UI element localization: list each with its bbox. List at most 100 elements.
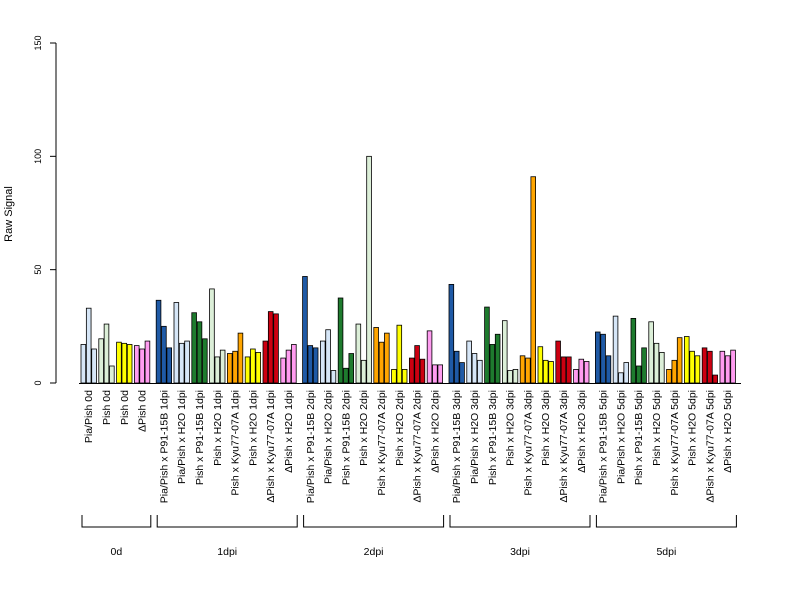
group-label: 1dpi: [217, 546, 237, 558]
bar: [573, 368, 579, 384]
x-tick-label: Pish x Kyu77-07A 2dpi: [376, 390, 388, 496]
x-tick-label: ΔPish x Kyu77-07A 1dpi: [265, 390, 277, 503]
bar: [237, 332, 244, 384]
bar: [432, 364, 438, 384]
group-label: 5dpi: [656, 546, 676, 558]
bar: [302, 276, 308, 384]
bar: [666, 368, 672, 384]
bar: [653, 342, 660, 384]
bar: [262, 340, 269, 384]
x-tick-label: Pish x P91-15B 5dpi: [633, 390, 645, 485]
bar: [605, 355, 612, 384]
bar: [307, 345, 314, 384]
x-tick-label: Pish x P91-15B 3dpi: [487, 390, 499, 485]
bar: [267, 311, 274, 384]
x-tick-label: Pia/Pish x H2O 1dpi: [176, 390, 188, 484]
x-tick-label: Pish x H2O 5dpi: [651, 390, 663, 466]
bar: [459, 362, 465, 384]
group-bracket: [595, 515, 737, 528]
bar: [144, 340, 151, 384]
x-tick-label: Pia/Pish 0d: [83, 390, 95, 443]
bar: [360, 359, 367, 384]
bar: [348, 353, 354, 384]
bar: [414, 345, 420, 384]
bar: [255, 351, 261, 384]
bar: [525, 357, 531, 384]
bar: [719, 350, 726, 384]
bar: [226, 353, 233, 384]
bar: [337, 297, 344, 384]
bar: [373, 327, 379, 384]
bar: [453, 350, 460, 384]
bar: [694, 355, 701, 384]
x-tick-label: ΔPish x H2O 1dpi: [283, 390, 295, 473]
bar: [537, 346, 544, 384]
bar: [689, 350, 695, 384]
group-brackets: 0d 1dpi 2dpi 3dpi 5dpi: [81, 515, 737, 558]
x-tick-label: Pish x H2O 2dpi: [394, 390, 406, 466]
bar: [343, 367, 349, 384]
bar: [408, 357, 415, 384]
bar: [91, 348, 97, 384]
bar: [542, 359, 549, 384]
x-tick-label: Pish x H2O 5dpi: [687, 390, 699, 466]
bar: [219, 349, 226, 384]
x-tick-labels: Pia/Pish 0d Pish 0d Pish 0d ΔPish 0d Pia/Pis…: [83, 390, 734, 503]
bar: [196, 321, 203, 384]
group-bracket: [156, 515, 298, 528]
bar: [471, 353, 478, 384]
x-tick-label: Pia/Pish x P91-15B 3dpi: [451, 390, 463, 503]
bar: [355, 323, 362, 384]
bar: [319, 340, 326, 384]
bar: [489, 344, 496, 384]
group-label: 3dpi: [510, 546, 530, 558]
bar: [641, 347, 647, 384]
y-tick-label: 150: [33, 35, 43, 50]
x-tick-label: Pish x H2O 3dpi: [505, 390, 517, 466]
bar: [583, 361, 590, 384]
y-tick-label: 100: [33, 149, 43, 164]
bar: [214, 356, 221, 384]
bar: [280, 357, 286, 384]
bar: [166, 347, 172, 384]
bar: [448, 283, 455, 384]
bar: [724, 355, 731, 384]
bar: [426, 330, 433, 384]
bar: [618, 372, 624, 384]
bar: [477, 359, 483, 384]
x-tick-label: ΔPish x H2O 5dpi: [722, 390, 734, 473]
bar: [312, 347, 319, 384]
bar: [648, 321, 654, 384]
y-tick-label: 0: [33, 380, 43, 385]
bar: [437, 364, 443, 384]
bar: [330, 370, 337, 384]
x-tick-label: Pish 0d: [119, 390, 131, 425]
bar: [133, 345, 140, 384]
bar: [191, 312, 197, 384]
bar: [98, 338, 104, 384]
bar: [623, 362, 630, 384]
x-tick-label: Pia/Pish x P91-15B 5dpi: [598, 390, 610, 503]
x-tick-label: ΔPish 0d: [137, 390, 149, 432]
y-axis-label: Raw Signal: [3, 186, 15, 242]
bar: [548, 361, 554, 384]
x-tick-label: Pish 0d: [101, 390, 113, 425]
bar: [250, 348, 256, 384]
x-tick-label: Pia/Pish x H2O 5dpi: [615, 390, 627, 484]
bar: [530, 176, 537, 384]
bar: [635, 365, 642, 384]
bar: [507, 370, 513, 384]
bar: [184, 340, 190, 384]
x-tick-label: Pish x P91-15B 1dpi: [194, 390, 206, 485]
x-tick-label: ΔPish x H2O 3dpi: [576, 390, 588, 473]
y-axis: 0 50 100 150: [33, 35, 57, 386]
x-tick-label: Pish x Kyu77-07A 3dpi: [522, 390, 534, 496]
bar: [671, 359, 678, 384]
x-tick-label: Pish x H2O 3dpi: [540, 390, 552, 466]
group-bracket: [449, 515, 591, 528]
bar: [126, 344, 133, 384]
bar: [519, 355, 526, 384]
bar: [139, 348, 145, 384]
